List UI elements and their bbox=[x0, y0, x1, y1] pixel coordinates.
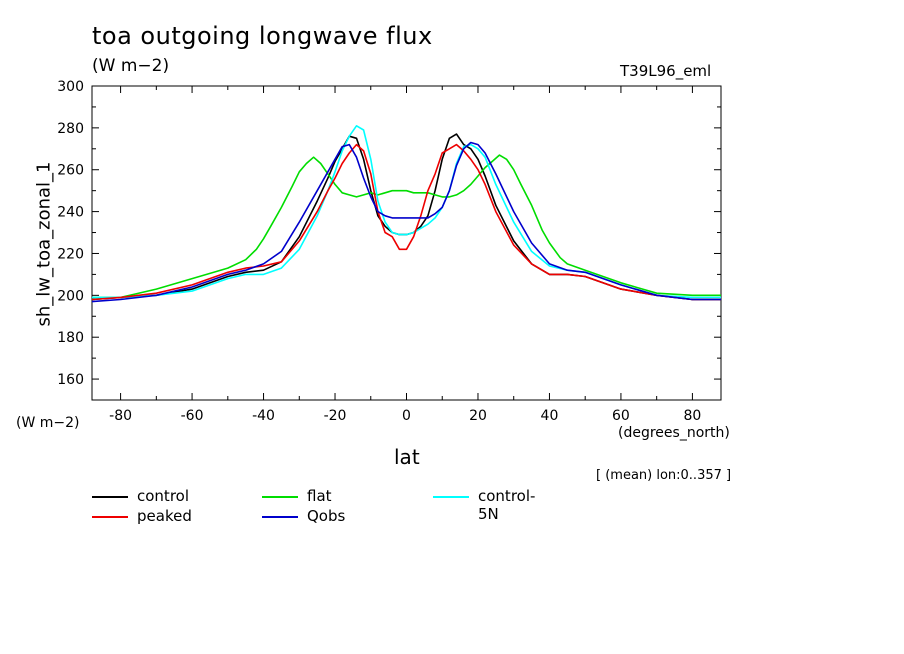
y-tick-label: 260 bbox=[57, 163, 84, 179]
x-tick-label: -40 bbox=[252, 408, 275, 424]
y-tick-label: 220 bbox=[57, 246, 84, 262]
legend-label: Qobs bbox=[307, 507, 346, 525]
x-tick-label: 40 bbox=[541, 408, 559, 424]
series-line-control-5n bbox=[92, 125, 721, 299]
legend-label: control-5N bbox=[478, 487, 536, 523]
legend-swatch bbox=[433, 496, 469, 498]
y-tick-label: 160 bbox=[57, 372, 84, 388]
y-tick-label: 280 bbox=[57, 121, 84, 137]
y-tick-label: 180 bbox=[57, 330, 84, 346]
x-tick-label: 20 bbox=[469, 408, 487, 424]
series-line-control bbox=[91, 133, 721, 301]
y-tick-label: 240 bbox=[57, 205, 84, 221]
legend-swatch bbox=[92, 516, 128, 518]
legend-swatch bbox=[262, 516, 298, 518]
legend-label: control bbox=[137, 487, 189, 505]
x-axis-units: (degrees_north) bbox=[618, 425, 730, 441]
x-tick-label: 80 bbox=[683, 408, 701, 424]
mean-note: [ (mean) lon:0..357 ] bbox=[596, 468, 732, 483]
run-label: T39L96_eml bbox=[620, 62, 712, 80]
chart-title: toa outgoing longwave flux bbox=[92, 22, 433, 50]
x-tick-label: 0 bbox=[402, 408, 411, 424]
x-tick-label: 60 bbox=[612, 408, 630, 424]
legend-swatch bbox=[262, 496, 298, 498]
plot-frame bbox=[91, 85, 722, 401]
x-axis-label: lat bbox=[394, 445, 420, 469]
y-tick-label: 200 bbox=[57, 288, 84, 304]
legend-swatch bbox=[92, 496, 128, 498]
x-tick-label: -20 bbox=[324, 408, 347, 424]
legend-label: peaked bbox=[137, 507, 192, 525]
series-line-flat bbox=[92, 154, 721, 299]
legend-label: flat bbox=[307, 487, 332, 505]
y-axis-units: (W m−2) bbox=[16, 415, 80, 431]
x-tick-label: -60 bbox=[181, 408, 204, 424]
series-line-qobs bbox=[91, 141, 721, 303]
x-tick-label: -80 bbox=[109, 408, 132, 424]
y-tick-label: 300 bbox=[57, 79, 84, 95]
series-line-peaked bbox=[91, 143, 721, 301]
chart-units: (W m−2) bbox=[92, 56, 170, 76]
